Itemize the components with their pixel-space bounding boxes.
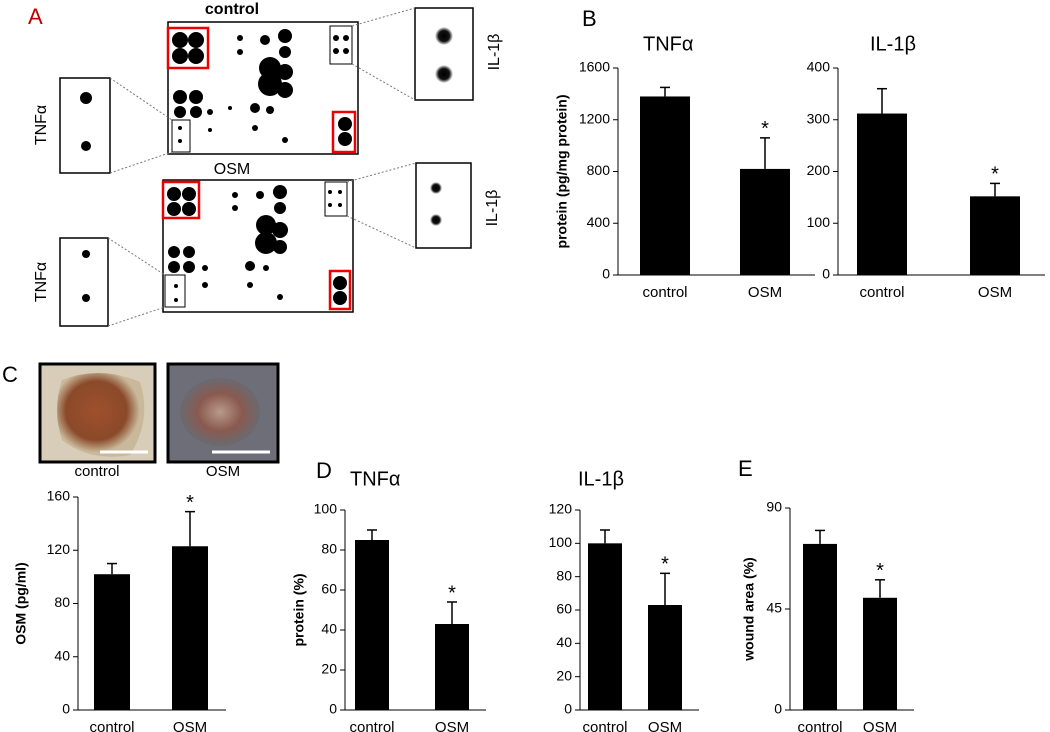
photo-caption: OSM — [206, 463, 240, 480]
y-tick-label: 1200 — [579, 110, 610, 126]
blot-title: OSM — [214, 161, 250, 178]
x-tick-label: control — [859, 284, 904, 301]
bar — [640, 96, 690, 276]
blot-label: TNFα — [33, 105, 50, 145]
significance-mark: * — [876, 560, 884, 582]
y-tick-label: 40 — [321, 621, 337, 637]
y-tick-label: 160 — [47, 488, 71, 504]
panel-label: A — [28, 4, 43, 29]
y-tick-label: 45 — [766, 600, 782, 616]
panel-label: B — [582, 6, 597, 31]
x-tick-label: control — [349, 719, 394, 732]
photo-caption: control — [74, 463, 119, 480]
y-tick-label: 100 — [807, 214, 831, 230]
x-tick-label: OSM — [435, 719, 469, 732]
bar — [740, 168, 790, 275]
y-tick-label: 800 — [587, 162, 611, 178]
y-axis-label: protein (pg/mg protein) — [554, 95, 570, 249]
y-tick-label: 0 — [329, 701, 337, 717]
blot-label: IL-1β — [484, 190, 501, 227]
y-tick-label: 1600 — [579, 59, 610, 75]
blot-title: control — [205, 1, 259, 18]
y-axis-label: protein (%) — [291, 573, 307, 646]
y-tick-label: 80 — [321, 541, 337, 557]
y-tick-label: 40 — [556, 634, 572, 650]
y-tick-label: 0 — [62, 701, 70, 717]
chart-title: TNFα — [350, 468, 400, 490]
y-tick-label: 0 — [822, 266, 830, 282]
x-tick-label: OSM — [173, 719, 207, 732]
bar — [857, 113, 907, 275]
x-tick-label: control — [89, 719, 134, 732]
chart-title: IL-1β — [870, 33, 916, 55]
significance-mark: * — [761, 118, 769, 140]
y-tick-label: 120 — [47, 541, 71, 557]
x-tick-label: control — [797, 719, 842, 732]
chart-title: TNFα — [643, 33, 693, 55]
y-tick-label: 100 — [314, 501, 338, 517]
chart-title: IL-1β — [578, 468, 624, 490]
y-tick-label: 20 — [321, 661, 337, 677]
y-tick-label: 80 — [54, 594, 70, 610]
y-tick-label: 40 — [54, 647, 70, 663]
panel-label: D — [316, 458, 332, 483]
x-tick-label: control — [582, 719, 627, 732]
y-tick-label: 0 — [774, 701, 782, 717]
blot-label: TNFα — [33, 262, 50, 302]
y-tick-label: 80 — [556, 567, 572, 583]
bar — [863, 597, 897, 710]
y-tick-label: 100 — [549, 534, 573, 550]
x-tick-label: control — [642, 284, 687, 301]
significance-mark: * — [991, 164, 999, 186]
y-tick-label: 60 — [556, 601, 572, 617]
y-axis-label: OSM (pg/ml) — [13, 562, 29, 644]
bar — [970, 196, 1020, 275]
y-tick-label: 0 — [564, 701, 572, 717]
bar — [94, 574, 130, 710]
x-tick-label: OSM — [978, 284, 1012, 301]
y-tick-label: 60 — [321, 581, 337, 597]
x-tick-label: OSM — [648, 719, 682, 732]
bar — [588, 543, 622, 710]
significance-mark: * — [448, 582, 456, 604]
x-tick-label: OSM — [863, 719, 897, 732]
bar — [355, 540, 389, 710]
y-tick-label: 120 — [549, 501, 573, 517]
wound-photos: control OSM — [38, 362, 280, 480]
bar — [172, 546, 208, 710]
bar — [803, 543, 837, 710]
y-tick-label: 0 — [602, 266, 610, 282]
y-tick-label: 200 — [807, 162, 831, 178]
significance-mark: * — [661, 554, 669, 576]
y-tick-label: 300 — [807, 110, 831, 126]
panel-label: E — [738, 456, 753, 481]
significance-mark: * — [186, 492, 194, 514]
y-axis-label: wound area (%) — [741, 557, 757, 661]
y-tick-label: 400 — [587, 214, 611, 230]
blot-array: control TNFα IL-1β OSM — [33, 1, 503, 327]
panel-label: C — [2, 362, 18, 387]
bar — [648, 605, 682, 710]
bar — [435, 624, 469, 710]
y-tick-label: 20 — [556, 667, 572, 683]
x-tick-label: OSM — [748, 284, 782, 301]
y-tick-label: 400 — [807, 59, 831, 75]
y-tick-label: 90 — [766, 499, 782, 515]
blot-label: IL-1β — [486, 34, 503, 71]
